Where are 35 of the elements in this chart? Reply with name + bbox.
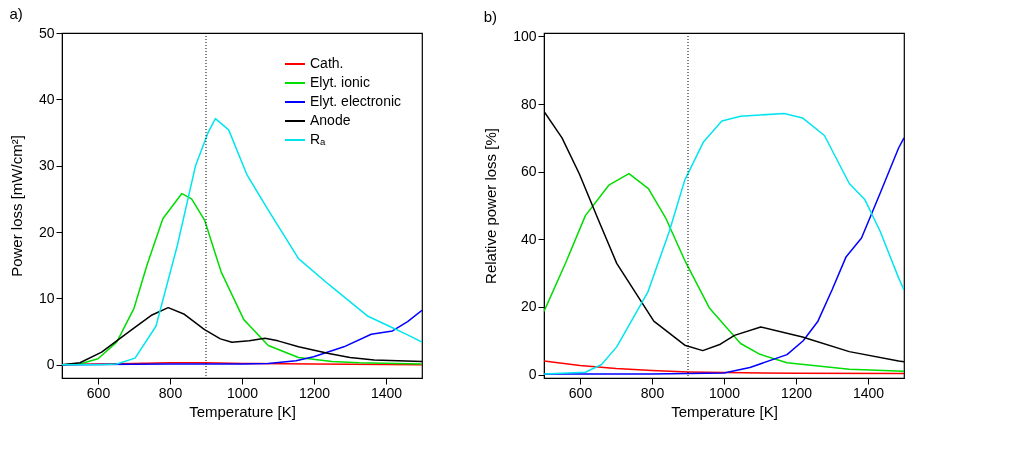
y-tick-label: 100 [513, 27, 537, 44]
legend-label: Cath. [310, 55, 344, 71]
x-tick-label: 800 [158, 384, 183, 401]
x-tick-label: 800 [640, 384, 665, 401]
x-axis-title: Temperature [K] [671, 402, 778, 420]
x-axis-title: Temperature [K] [189, 402, 296, 420]
y-tick-label: 40 [520, 230, 537, 247]
y-tick-label: 0 [528, 366, 537, 383]
x-tick-label: 1400 [370, 384, 403, 401]
y-axis-title: Power loss [mW/cm²] [7, 135, 25, 277]
y-tick-label: 40 [38, 90, 55, 107]
y-tick-label: 50 [38, 24, 55, 41]
y-tick-label: 60 [520, 163, 537, 180]
chart-title: a) [9, 5, 23, 22]
x-tick-label: 1400 [852, 384, 885, 401]
y-tick-label: 20 [38, 223, 55, 240]
legend-label: Elyt. electronic [310, 93, 402, 109]
y-axis-title: Relative power loss [%] [482, 128, 500, 284]
legend-label: Anode [310, 112, 351, 128]
x-tick-label: 600 [568, 384, 593, 401]
line-series [544, 360, 904, 375]
y-tick-label: 20 [520, 298, 537, 315]
legend-label: Rₐ [310, 131, 327, 147]
x-tick-label: 1200 [298, 384, 331, 401]
y-tick-label: 30 [38, 157, 55, 174]
x-tick-label: 1000 [226, 384, 259, 401]
y-tick-label: 10 [38, 289, 55, 306]
line-series [544, 172, 904, 372]
legend-label: Elyt. ionic [310, 74, 370, 90]
y-tick-label: 0 [46, 356, 55, 373]
y-tick-label: 80 [520, 95, 537, 112]
x-tick-label: 600 [86, 384, 111, 401]
x-tick-label: 1200 [780, 384, 813, 401]
x-tick-label: 1000 [708, 384, 741, 401]
chart-title: b) [483, 8, 497, 26]
